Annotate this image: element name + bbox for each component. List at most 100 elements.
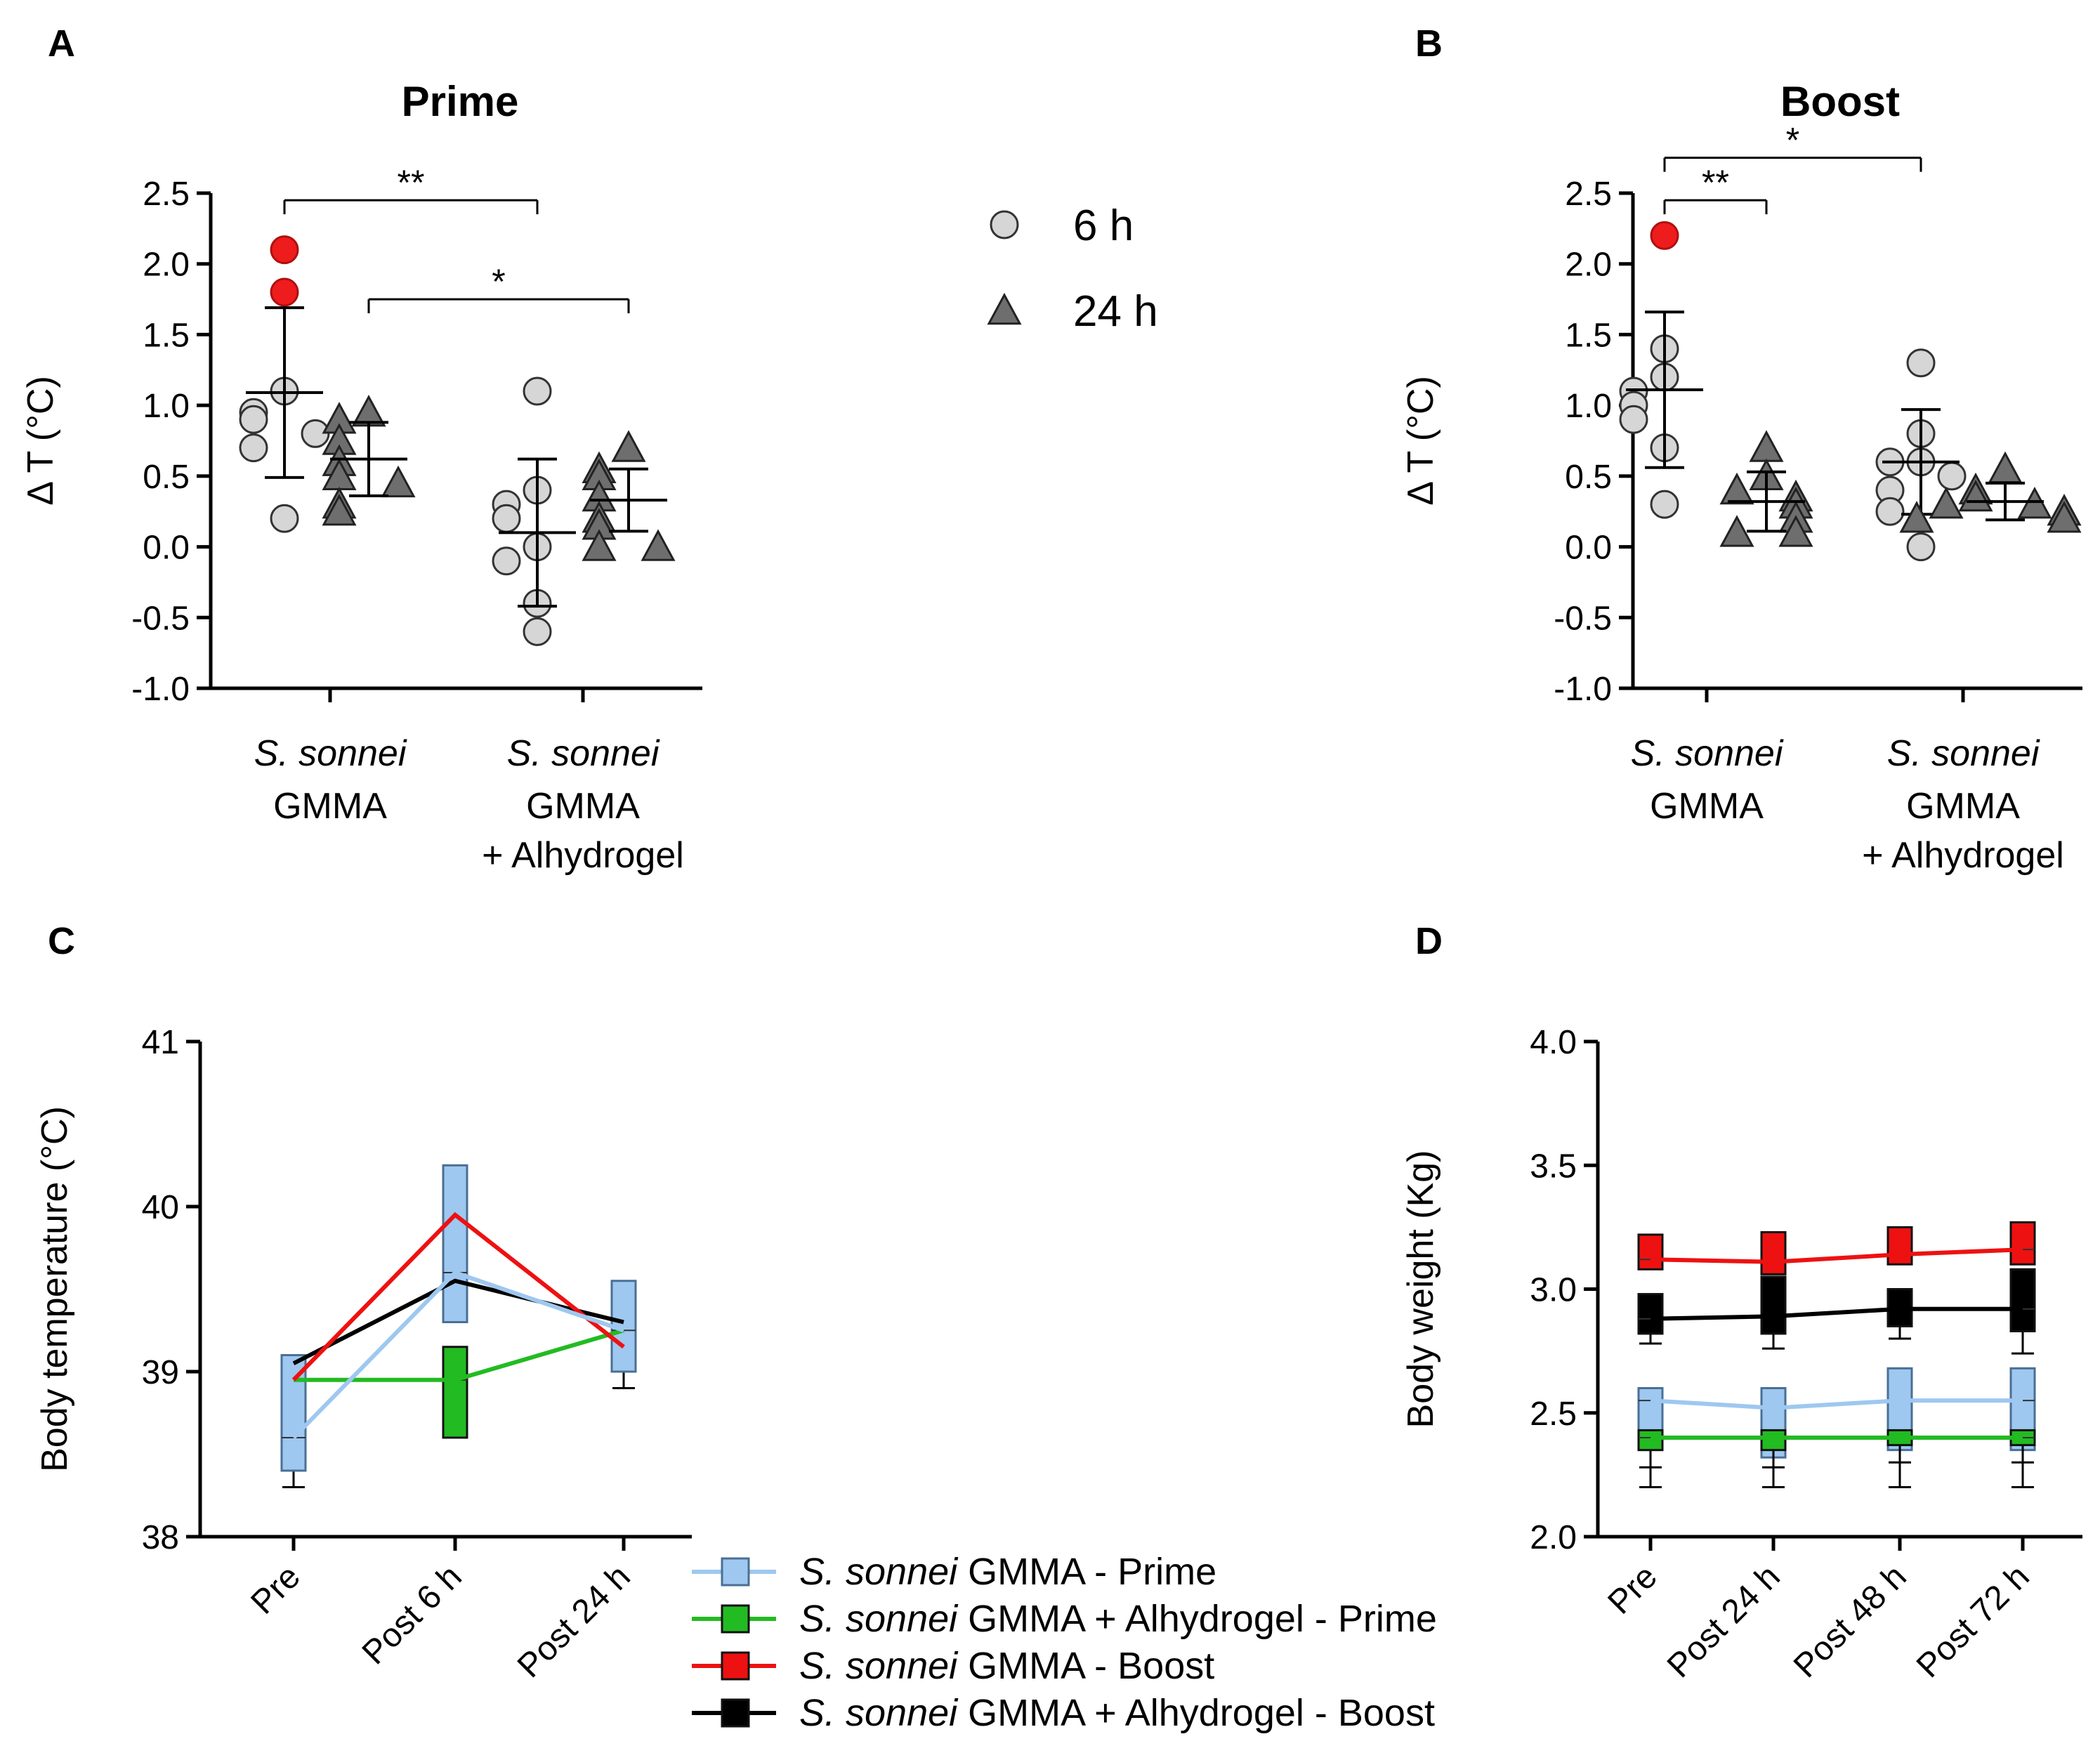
data-point-24h bbox=[582, 529, 617, 561]
y-tick-label: 40 bbox=[142, 1189, 179, 1226]
y-axis-label: Body temperature (°C) bbox=[34, 1106, 75, 1472]
panel-letter: A bbox=[48, 22, 75, 65]
data-point-24h bbox=[1719, 472, 1754, 505]
series-line bbox=[291, 1270, 624, 1440]
x-tick-label: Post 72 h bbox=[1910, 1558, 2037, 1685]
y-tick-label: 0.0 bbox=[1565, 530, 1612, 567]
legend-marker bbox=[721, 1651, 750, 1681]
x-tick-label: Pre bbox=[1601, 1558, 1664, 1621]
y-axis-label: Body weight (Kg) bbox=[1400, 1150, 1441, 1429]
y-tick-label: 1.5 bbox=[1565, 317, 1612, 354]
y-tick-label: 2.0 bbox=[143, 247, 190, 284]
y-tick-label: 2.0 bbox=[1530, 1519, 1577, 1556]
y-tick-label: -0.5 bbox=[131, 600, 190, 637]
data-point-6h-highlight bbox=[270, 235, 299, 265]
y-tick-label: 39 bbox=[142, 1354, 179, 1391]
series-line bbox=[1650, 1247, 2023, 1264]
range-box bbox=[1760, 1275, 1787, 1335]
y-tick-label: 0.5 bbox=[143, 459, 190, 496]
category-label-line: GMMA bbox=[273, 786, 387, 827]
data-point-24h bbox=[1749, 430, 1784, 462]
data-point-6h bbox=[239, 433, 268, 463]
legend-label-italic: S. sonnei bbox=[799, 1598, 959, 1640]
category-label-italic: S. sonnei bbox=[1887, 733, 2040, 774]
y-tick-label: -0.5 bbox=[1554, 600, 1612, 637]
legend-label: S. sonnei GMMA - Boost bbox=[799, 1645, 1214, 1687]
x-tick-label: Post 6 h bbox=[355, 1558, 469, 1672]
data-point-24h bbox=[1719, 515, 1754, 547]
legend-label-rest: GMMA + Alhydrogel - Prime bbox=[957, 1598, 1437, 1640]
data-point-6h bbox=[270, 504, 299, 533]
x-tick-label: Post 48 h bbox=[1787, 1558, 1914, 1685]
x-tick-label: Pre bbox=[244, 1558, 307, 1621]
legend-label-rest: GMMA - Boost bbox=[957, 1645, 1214, 1687]
data-point-6h bbox=[1906, 348, 1936, 378]
data-point-24h bbox=[381, 465, 416, 498]
data-point-24h bbox=[322, 494, 357, 526]
y-tick-label: 1.0 bbox=[1565, 388, 1612, 425]
data-point-6h bbox=[1619, 405, 1648, 434]
y-tick-label: 1.0 bbox=[143, 388, 190, 425]
range-box bbox=[1637, 1293, 1664, 1335]
data-point-6h bbox=[1875, 497, 1905, 526]
category-label: S. sonnei bbox=[507, 733, 660, 774]
y-tick-label: -1.0 bbox=[131, 671, 190, 708]
data-point-24h bbox=[1899, 501, 1934, 533]
legend-marker-24h bbox=[987, 292, 1022, 325]
panel-letter: D bbox=[1415, 920, 1443, 962]
range-box bbox=[2009, 1221, 2036, 1266]
y-tick-label: 3.5 bbox=[1530, 1148, 1577, 1185]
data-point-6h bbox=[492, 504, 521, 533]
data-point-6h bbox=[1906, 532, 1936, 562]
data-point-6h-highlight bbox=[270, 277, 299, 307]
panel-title: Prime bbox=[402, 78, 519, 125]
y-tick-label: 2.5 bbox=[1565, 176, 1612, 213]
panel-title: Boost bbox=[1780, 78, 1900, 125]
legend-marker bbox=[721, 1698, 750, 1728]
series-line bbox=[1650, 1398, 2023, 1410]
legend-marker bbox=[721, 1604, 750, 1634]
y-tick-label: 0.0 bbox=[143, 530, 190, 567]
y-tick-label: 2.5 bbox=[1530, 1396, 1577, 1433]
y-tick-label: 2.0 bbox=[1565, 247, 1612, 284]
range-box bbox=[442, 1346, 468, 1439]
data-point-6h bbox=[492, 546, 521, 576]
data-point-24h bbox=[611, 430, 646, 462]
legend-label: 24 h bbox=[1073, 287, 1158, 336]
data-point-24h bbox=[1958, 479, 1993, 512]
panel-c: C 38 39 40 41 Body temperature (°C) Pre Post 6 … bbox=[34, 920, 692, 1685]
data-point-6h bbox=[239, 405, 268, 434]
significance-label: * bbox=[492, 262, 505, 301]
data-point-24h bbox=[2047, 501, 2082, 533]
category-label-line: GMMA bbox=[1906, 786, 2020, 827]
range-box bbox=[1760, 1230, 1787, 1275]
significance-label: * bbox=[1786, 121, 1799, 160]
significance-label: ** bbox=[1702, 163, 1729, 202]
category-label-line: GMMA bbox=[1650, 786, 1764, 827]
range-box bbox=[1637, 1233, 1664, 1271]
category-label-italic: S. sonnei bbox=[507, 733, 660, 774]
data-point-24h bbox=[1778, 515, 1813, 547]
range-box bbox=[280, 1354, 307, 1472]
legend-label-italic: S. sonnei bbox=[799, 1551, 959, 1593]
data-point-6h bbox=[1650, 490, 1679, 519]
range-box bbox=[1637, 1429, 1664, 1452]
y-axis-label: Δ T (°C) bbox=[1400, 376, 1441, 506]
series-line bbox=[291, 1212, 625, 1381]
data-point-6h bbox=[523, 617, 552, 646]
x-tick-label: Post 24 h bbox=[1660, 1558, 1787, 1685]
data-point-24h bbox=[2017, 486, 2052, 519]
legend-marker-6h bbox=[990, 210, 1019, 239]
data-point-6h-highlight bbox=[1650, 221, 1679, 250]
category-label: S. sonnei bbox=[1631, 733, 1784, 774]
category-label-line: + Alhydrogel bbox=[1862, 835, 2064, 876]
category-label-line: + Alhydrogel bbox=[482, 835, 684, 876]
data-point-24h bbox=[1988, 451, 2023, 483]
y-tick-label: 1.5 bbox=[143, 317, 190, 354]
data-point-6h bbox=[523, 376, 552, 406]
data-point-6h bbox=[1937, 461, 1967, 491]
y-tick-label: 2.5 bbox=[143, 176, 190, 213]
y-tick-label: 3.0 bbox=[1530, 1272, 1577, 1309]
category-label-italic: S. sonnei bbox=[254, 733, 407, 774]
